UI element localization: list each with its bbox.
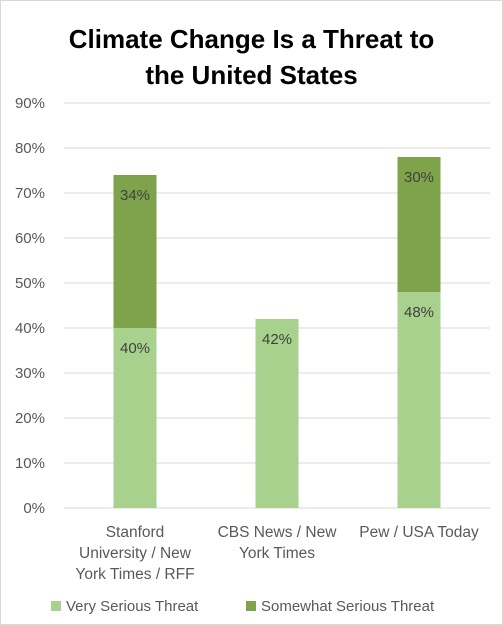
- y-tick-label: 70%: [15, 185, 45, 202]
- x-category-label-line: University / New: [79, 545, 192, 562]
- bar-segment: [397, 157, 441, 292]
- data-label: 48%: [404, 304, 434, 321]
- y-tick-label: 30%: [15, 365, 45, 382]
- bar-segment: [113, 175, 157, 328]
- data-label: 40%: [120, 340, 150, 357]
- chart-title-line-2: the United States: [145, 60, 358, 90]
- legend-swatch: [246, 601, 256, 611]
- legend-label: Very Serious Threat: [66, 598, 199, 615]
- y-tick-label: 80%: [15, 140, 45, 157]
- x-category-label: Stanford University / New York Times / RFF: [75, 524, 194, 583]
- data-label: 42%: [262, 331, 292, 348]
- x-category-label-line: York Times: [239, 545, 315, 562]
- x-category-label: Pew / USA Today: [359, 524, 479, 541]
- bar-segment: [397, 292, 441, 508]
- y-tick-label: 50%: [15, 275, 45, 292]
- x-category-label-line: CBS News / New: [218, 524, 338, 541]
- data-label: 34%: [120, 187, 150, 204]
- y-tick-label: 10%: [15, 455, 45, 472]
- bar-segment: [113, 328, 157, 508]
- y-tick-label: 90%: [15, 95, 45, 112]
- y-tick-label: 20%: [15, 410, 45, 427]
- y-tick-label: 60%: [15, 230, 45, 247]
- chart-title-line-1: Climate Change Is a Threat to: [68, 24, 435, 54]
- data-label: 30%: [404, 169, 434, 186]
- x-category-label-line: Pew / USA Today: [359, 524, 479, 541]
- chart-title: Climate Change Is a Threat to the United…: [1, 21, 502, 93]
- x-category-label: CBS News / New York Times: [218, 524, 338, 562]
- y-tick-label: 40%: [15, 320, 45, 337]
- legend-label: Somewhat Serious Threat: [261, 598, 435, 615]
- bar-segment: [255, 319, 299, 508]
- y-tick-label: 0%: [23, 500, 45, 517]
- x-category-label-line: York Times / RFF: [75, 566, 194, 583]
- legend-swatch: [51, 601, 61, 611]
- x-category-label-line: Stanford: [106, 524, 165, 541]
